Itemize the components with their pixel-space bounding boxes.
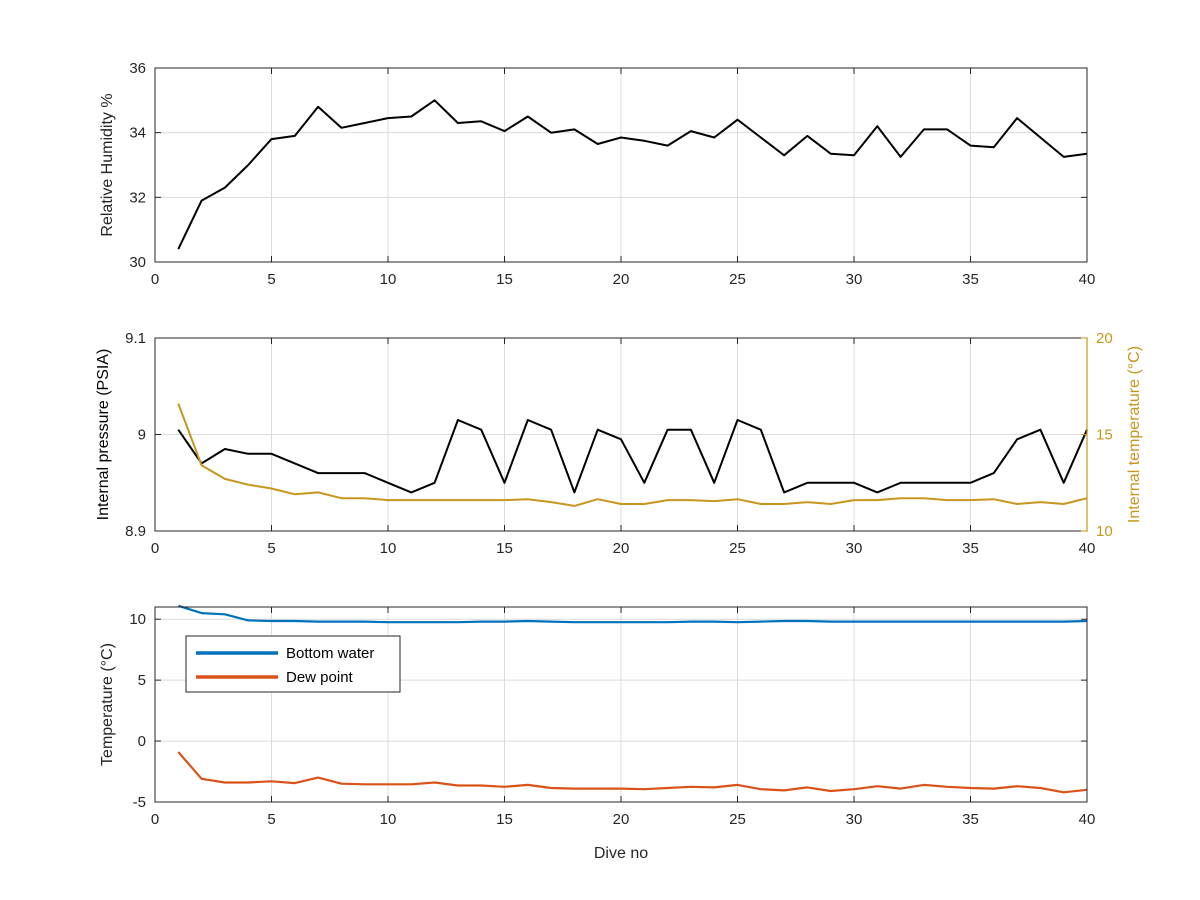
x-tick-label: 20 [613, 540, 630, 557]
x-tick-label: 0 [151, 271, 159, 288]
x-tick-label: 5 [267, 540, 275, 557]
y2-tick-label: 10 [1096, 523, 1113, 540]
x-tick-label: 20 [613, 811, 630, 828]
x-tick-label: 30 [846, 271, 863, 288]
x-tick-label: 10 [380, 540, 397, 557]
x-tick-label: 30 [846, 540, 863, 557]
y-tick-label: 32 [129, 189, 146, 206]
y-axis-label: Relative Humidity % [99, 93, 116, 236]
x-tick-label: 5 [267, 811, 275, 828]
x-tick-label: 25 [729, 271, 746, 288]
legend-label: Dew point [286, 669, 354, 686]
x-tick-label: 25 [729, 811, 746, 828]
y-axis-label: Internal pressure (PSIA) [95, 349, 112, 521]
x-tick-label: 30 [846, 811, 863, 828]
y-tick-label: 5 [138, 672, 146, 689]
x-axis-label: Dive no [594, 845, 648, 862]
y-axis-label: Temperature (°C) [99, 643, 116, 766]
pressure-temperature-panel: 0 5 10 15 20 25 30 35 40 8.9 9 9.1 10 15 20 Internal te… [95, 330, 1143, 557]
y2-tick-label: 15 [1096, 427, 1113, 444]
y2-axis-label: Internal temperature (°C) [1126, 346, 1143, 523]
y-tick-label: 10 [129, 611, 146, 628]
y-tick-label: 36 [129, 60, 146, 77]
y-tick-label: 0 [138, 733, 146, 750]
x-tick-label: 35 [962, 540, 979, 557]
x-tick-label: 15 [496, 540, 513, 557]
legend-label: Bottom water [286, 645, 374, 662]
y-tick-label: 9.1 [125, 330, 146, 347]
x-tick-label: 0 [151, 540, 159, 557]
x-tick-label: 35 [962, 811, 979, 828]
x-tick-label: 15 [496, 271, 513, 288]
x-tick-label: 40 [1079, 271, 1096, 288]
humidity-line [177, 99, 1088, 250]
x-tick-label: 25 [729, 540, 746, 557]
y-tick-label: 9 [138, 427, 146, 444]
bottom-water-line [177, 604, 1088, 624]
x-tick-label: 5 [267, 271, 275, 288]
internal-temperature-line [177, 403, 1088, 507]
y-tick-label: 34 [129, 125, 146, 142]
x-tick-label: 20 [613, 271, 630, 288]
x-tick-label: 10 [380, 271, 397, 288]
x-tick-label: 35 [962, 271, 979, 288]
y-tick-label: 8.9 [125, 523, 146, 540]
temperature-panel: 0 5 10 15 20 25 30 35 40 -5 0 5 10 Temperature (°C) Di… [99, 604, 1096, 862]
x-tick-label: 40 [1079, 811, 1096, 828]
x-tick-label: 40 [1079, 540, 1096, 557]
y2-tick-label: 20 [1096, 330, 1113, 347]
x-tick-label: 10 [380, 811, 397, 828]
dew-point-line [177, 751, 1088, 794]
y-tick-label: 30 [129, 254, 146, 271]
y-tick-label: -5 [133, 794, 146, 811]
x-tick-label: 15 [496, 811, 513, 828]
humidity-panel: 0 5 10 15 20 25 30 35 40 30 32 34 36 Relative Humidit… [99, 60, 1095, 288]
x-tick-label: 0 [151, 811, 159, 828]
legend-box [185, 635, 401, 693]
pressure-line [177, 419, 1088, 494]
